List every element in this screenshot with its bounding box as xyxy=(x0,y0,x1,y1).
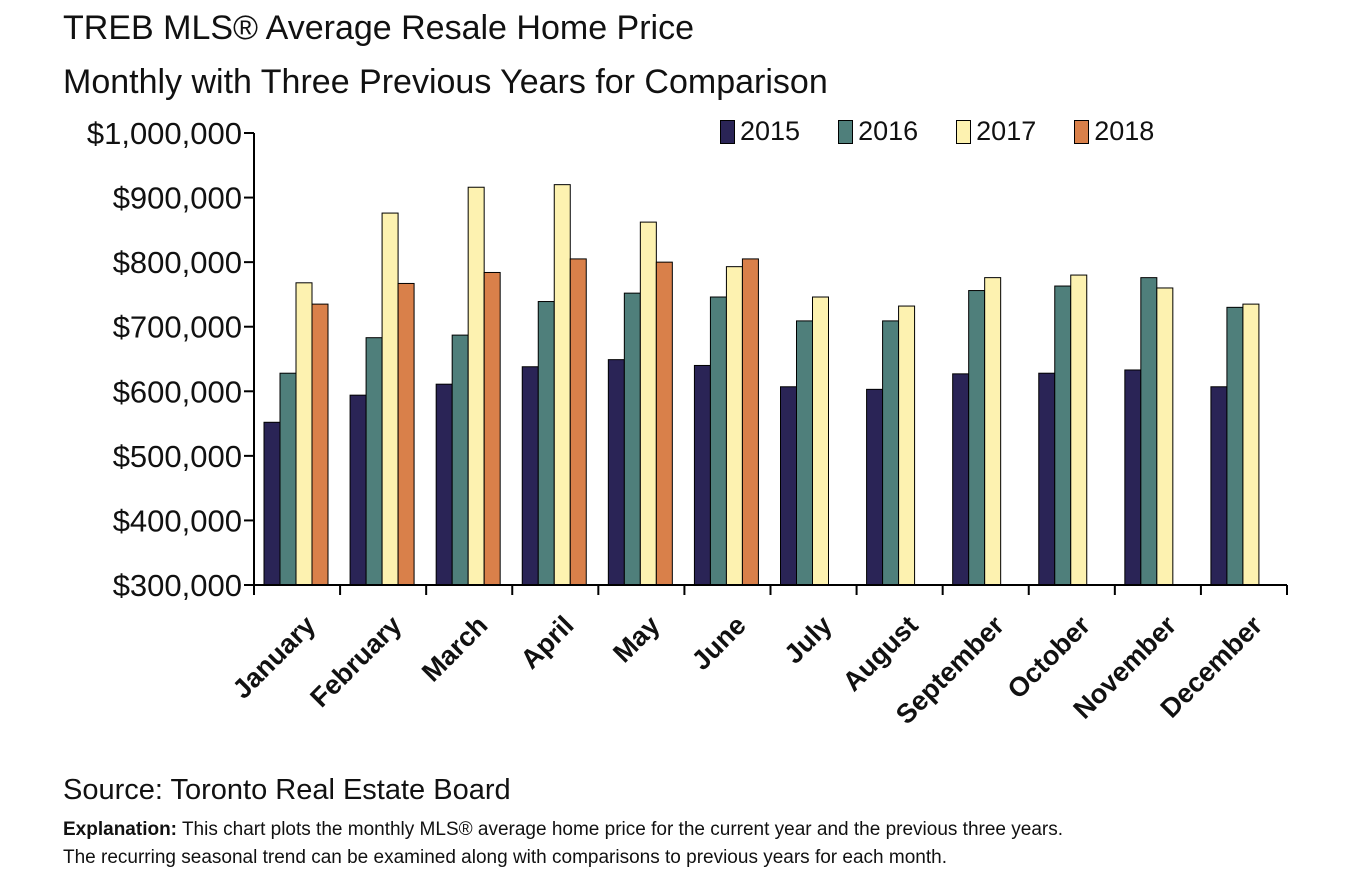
legend-swatch-2018 xyxy=(1074,119,1090,144)
chart-subtitle: Monthly with Three Previous Years for Co… xyxy=(63,63,828,101)
bar-2017-december xyxy=(1242,303,1260,586)
legend-item-2015: 2015 xyxy=(720,116,800,147)
bar-2016-april xyxy=(537,301,555,586)
bar-2018-march xyxy=(483,271,501,586)
legend-swatch-2016 xyxy=(838,119,854,144)
source-note: Source: Toronto Real Estate Board xyxy=(63,774,511,806)
bar-2016-february xyxy=(365,337,383,586)
bar-2016-august xyxy=(882,320,900,586)
explanation-label: Explanation: xyxy=(63,819,178,840)
x-tick-label-may: May xyxy=(607,610,665,668)
bar-2018-january xyxy=(311,303,329,586)
bar-2015-september xyxy=(952,373,970,586)
bar-2017-july xyxy=(812,296,829,586)
explanation-line-1: Explanation: This chart plots the monthl… xyxy=(63,817,1063,843)
x-tick-label-april: April xyxy=(515,610,580,675)
bar-2016-july xyxy=(796,320,813,586)
y-tick-label: $400,000 xyxy=(113,503,242,538)
x-tick-label-july: July xyxy=(778,610,837,669)
y-tick-label: $800,000 xyxy=(113,245,242,280)
bar-2017-october xyxy=(1070,274,1088,586)
bar-2015-april xyxy=(521,366,539,586)
bar-2016-september xyxy=(968,290,986,586)
bar-2016-december xyxy=(1226,306,1244,586)
x-tick-label-february: February xyxy=(304,610,407,713)
bar-2015-may xyxy=(607,359,625,586)
legend-label-2016: 2016 xyxy=(858,116,919,146)
y-tick-label: $500,000 xyxy=(113,439,242,474)
bar-2016-june xyxy=(709,296,727,586)
bar-2016-march xyxy=(451,334,469,586)
bar-2016-may xyxy=(623,292,641,586)
bar-2017-august xyxy=(898,305,916,586)
bar-2018-april xyxy=(569,258,587,586)
bar-2015-february xyxy=(349,394,367,586)
explanation-text-1: This chart plots the monthly MLS® averag… xyxy=(177,819,1063,840)
bar-2016-november xyxy=(1140,277,1158,586)
explanation-line-2: The recurring seasonal trend can be exam… xyxy=(63,847,947,868)
x-tick-label-june: June xyxy=(686,610,752,676)
bar-2015-october xyxy=(1038,372,1056,586)
y-tick-label: $600,000 xyxy=(113,374,242,409)
legend-label-2015: 2015 xyxy=(740,116,801,146)
bar-2017-september xyxy=(984,277,1002,586)
y-tick-label: $700,000 xyxy=(113,310,242,345)
bar-2017-april xyxy=(553,184,571,586)
bar-2017-may xyxy=(639,221,657,586)
bar-2018-february xyxy=(397,282,415,586)
bar-2016-october xyxy=(1054,285,1072,586)
bar-2018-june xyxy=(741,258,759,586)
bar-2017-january xyxy=(295,282,313,586)
bar-2015-december xyxy=(1210,386,1228,586)
chart-title: TREB MLS® Average Resale Home Price xyxy=(63,9,695,47)
bar-2017-march xyxy=(467,186,485,586)
bar-2015-november xyxy=(1124,369,1142,586)
bar-2016-january xyxy=(279,372,297,586)
x-tick-label-march: March xyxy=(416,610,493,687)
legend-swatch-2017 xyxy=(956,119,972,144)
bar-2018-may xyxy=(655,261,673,586)
bar-2015-august xyxy=(866,388,884,586)
legend-label-2017: 2017 xyxy=(976,116,1037,146)
bar-2015-march xyxy=(435,383,453,586)
y-tick-label: $300,000 xyxy=(113,568,242,603)
bar-2017-february xyxy=(381,212,399,586)
y-tick-label: $900,000 xyxy=(113,181,242,216)
legend: 2015 2016 2017 2018 xyxy=(720,116,1192,147)
legend-swatch-2015 xyxy=(720,119,735,144)
bar-2015-july xyxy=(780,386,797,586)
bar-2015-january xyxy=(263,421,281,586)
legend-label-2018: 2018 xyxy=(1094,116,1155,146)
bar-2015-june xyxy=(693,364,711,586)
y-tick-label: $1,000,000 xyxy=(87,116,242,151)
legend-item-2018: 2018 xyxy=(1074,116,1154,147)
bar-2017-june xyxy=(725,266,743,586)
legend-item-2017: 2017 xyxy=(956,116,1036,147)
bar-2017-november xyxy=(1156,287,1174,586)
legend-item-2016: 2016 xyxy=(838,116,918,147)
x-tick-label-august: August xyxy=(837,610,924,697)
